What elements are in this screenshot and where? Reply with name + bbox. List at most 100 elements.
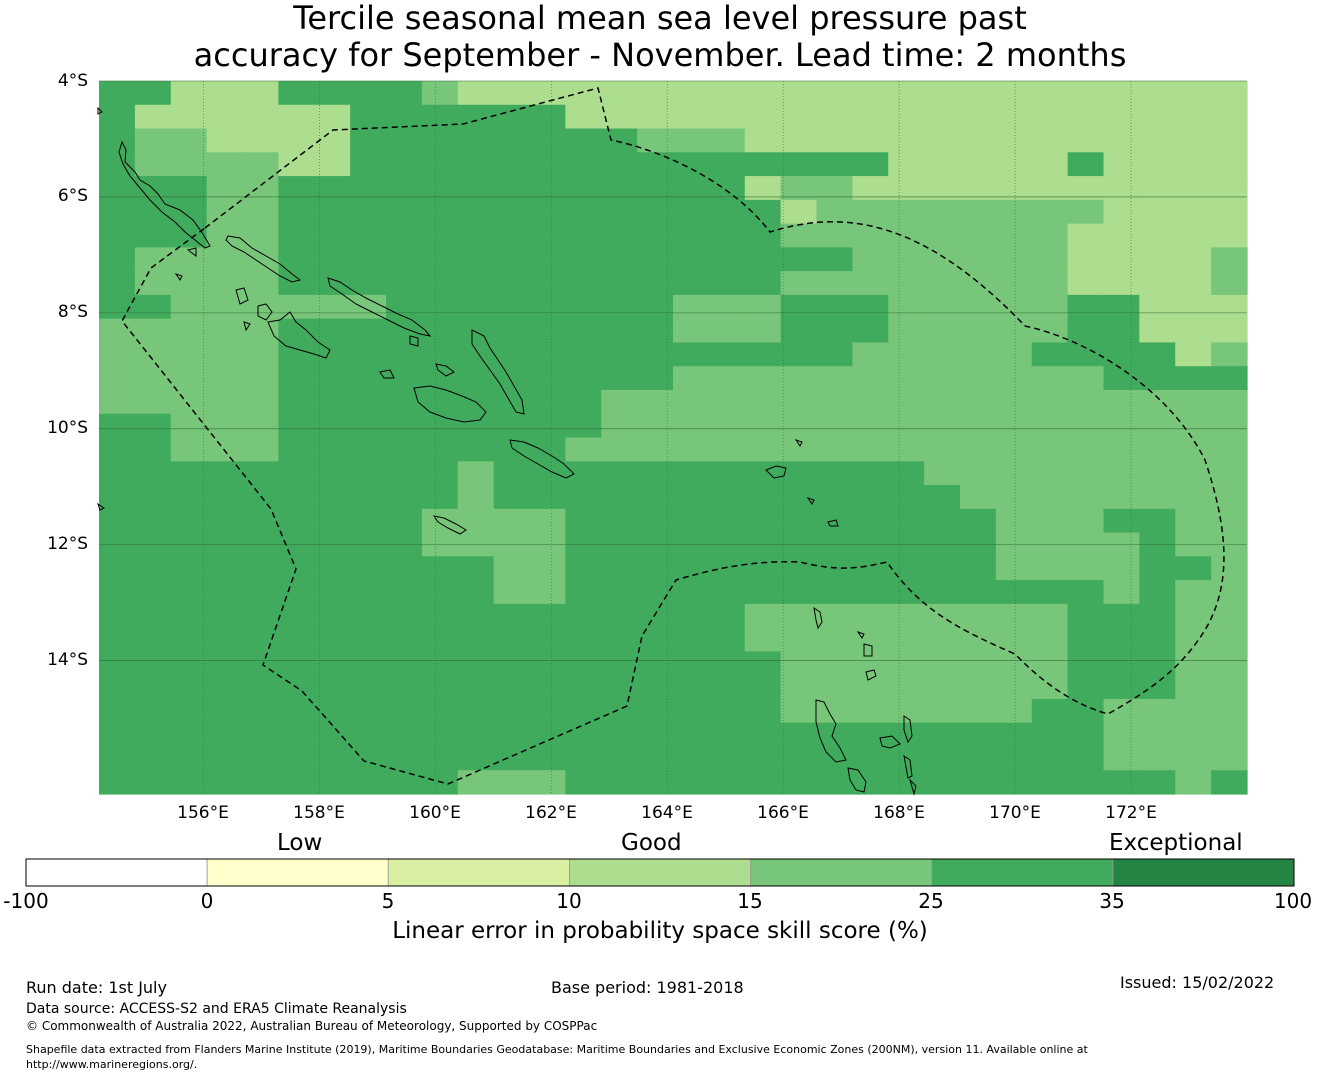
skill-cell <box>1067 413 1105 439</box>
skill-cell <box>493 508 531 534</box>
colorbar-tick-100: 100 <box>1273 889 1313 913</box>
lon-label-164e: 164°E <box>641 803 693 823</box>
skill-cell <box>708 580 746 605</box>
skill-cell <box>637 81 674 106</box>
skill-cell <box>99 104 136 130</box>
skill-cell <box>493 389 531 415</box>
skill-cell <box>565 437 602 462</box>
skill-cell <box>350 389 387 415</box>
skill-cell <box>816 770 853 795</box>
title-line-2: accuracy for September - November. Lead … <box>193 36 1127 74</box>
skill-cell <box>350 81 387 106</box>
skill-cell <box>744 770 782 795</box>
skill-cell <box>134 698 172 724</box>
skill-cell <box>995 176 1033 201</box>
skill-cell <box>565 342 602 367</box>
skill-cell <box>708 698 746 724</box>
skill-cell <box>1211 366 1248 391</box>
skill-cell <box>278 389 315 415</box>
skill-cell <box>314 294 351 320</box>
skill-cell <box>170 603 208 629</box>
skill-cell <box>637 770 674 795</box>
skill-cell <box>673 152 710 177</box>
skill-cell <box>888 342 925 367</box>
skill-cell <box>924 389 961 415</box>
skill-cell <box>960 152 997 177</box>
skill-cell <box>206 318 244 344</box>
coastline-small-islands <box>174 247 455 379</box>
skill-cell <box>529 556 566 581</box>
skill-cell <box>888 580 925 605</box>
skill-cell <box>99 698 136 724</box>
skill-cell <box>852 698 889 724</box>
skill-cell <box>278 366 315 391</box>
skill-cell <box>170 746 208 771</box>
skill-cell <box>421 199 459 225</box>
skill-cell <box>457 437 495 462</box>
skill-cell <box>1103 461 1140 486</box>
skill-cell <box>601 698 638 724</box>
skill-cell <box>386 81 423 106</box>
skill-cell <box>170 770 208 795</box>
skill-cell <box>170 199 208 225</box>
skill-cell <box>1175 746 1212 771</box>
skill-cell <box>206 580 244 605</box>
skill-cell <box>1211 580 1248 605</box>
skill-cell <box>852 413 889 439</box>
skill-cell <box>170 651 208 676</box>
skill-cell <box>565 651 602 676</box>
skill-cell <box>386 342 423 367</box>
skill-cell <box>493 128 531 153</box>
skill-cell <box>1031 485 1069 510</box>
skill-cell <box>99 603 136 629</box>
skill-cell <box>601 389 638 415</box>
skill-cell <box>744 342 782 367</box>
skill-cell <box>995 556 1033 581</box>
skill-cell <box>170 152 208 177</box>
skill-cell <box>960 698 997 724</box>
skill-cell <box>1031 176 1069 201</box>
skill-cell <box>457 176 495 201</box>
skill-cell <box>888 318 925 344</box>
skill-cell <box>1031 318 1069 344</box>
skill-cell <box>457 627 495 652</box>
skill-cell <box>924 104 961 130</box>
skill-cell <box>493 556 531 581</box>
skill-cell <box>673 389 710 415</box>
skill-cell <box>421 318 459 344</box>
skill-cell <box>1139 199 1176 225</box>
skill-cell <box>242 580 279 605</box>
skill-cell <box>314 128 351 153</box>
skill-cell <box>1211 271 1248 296</box>
skill-cell <box>1031 556 1069 581</box>
skill-cell <box>1175 223 1212 248</box>
skill-cell <box>673 223 710 248</box>
skill-cell <box>170 128 208 153</box>
skill-cell <box>278 342 315 367</box>
skill-cell <box>386 556 423 581</box>
skill-cell <box>1139 461 1176 486</box>
skill-cell <box>995 104 1033 130</box>
skill-cell <box>924 413 961 439</box>
skill-cell <box>744 651 782 676</box>
skill-cell <box>278 81 315 106</box>
skill-cell <box>278 294 315 320</box>
skill-cell <box>1067 152 1105 177</box>
skill-cell <box>170 366 208 391</box>
skill-cell <box>278 223 315 248</box>
skill-cell <box>1175 104 1212 130</box>
skill-cell <box>242 271 279 296</box>
skill-cell <box>744 366 782 391</box>
skill-cell <box>1175 247 1212 272</box>
skill-cell <box>421 485 459 510</box>
skill-cell <box>457 556 495 581</box>
skill-cell <box>816 603 853 629</box>
skill-cell <box>888 556 925 581</box>
skill-cell <box>170 580 208 605</box>
skill-cell <box>852 294 889 320</box>
skill-cell <box>780 485 818 510</box>
skill-cell <box>601 128 638 153</box>
skill-cell <box>637 651 674 676</box>
skill-cell <box>170 675 208 700</box>
skill-cell <box>314 413 351 439</box>
